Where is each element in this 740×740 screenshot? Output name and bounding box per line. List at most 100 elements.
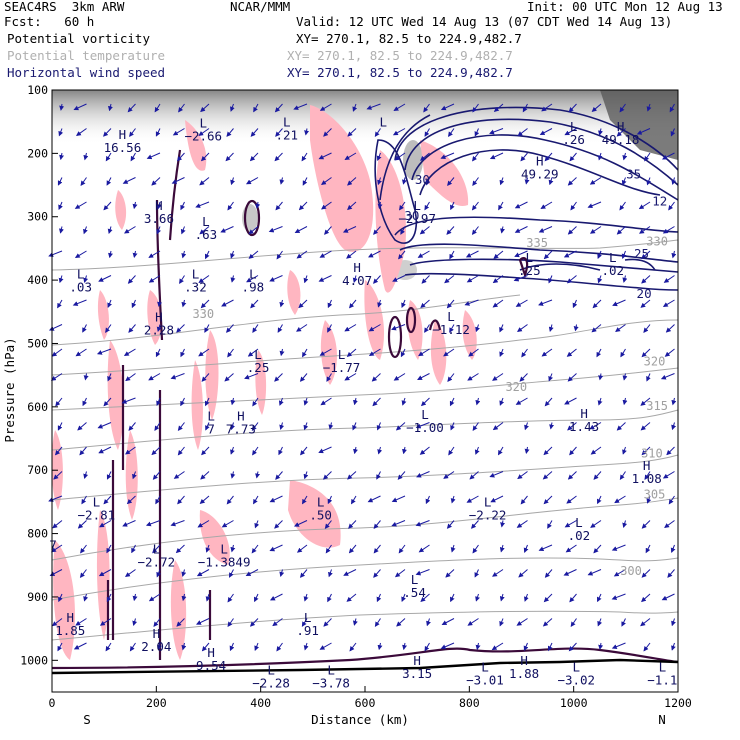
wind-vector	[569, 593, 577, 603]
wind-vector	[664, 348, 675, 357]
wind-vector	[499, 324, 504, 333]
wind-vector	[328, 569, 333, 578]
x-tick-label: 0	[49, 696, 56, 710]
wind-vector	[157, 299, 163, 308]
wind-vector	[597, 152, 603, 161]
wind-vector	[489, 128, 504, 135]
wind-vector	[302, 495, 308, 505]
wind-vector	[106, 544, 112, 554]
wind-vector	[538, 226, 553, 233]
wind-vector	[373, 275, 381, 284]
wind-vector	[671, 177, 677, 185]
wind-vector	[277, 324, 283, 333]
init-label: Init: 00 UTC Mon 12 Aug 13	[527, 0, 723, 14]
wind-vector	[155, 128, 161, 137]
wind-vector	[425, 495, 431, 505]
wind-vector	[272, 618, 283, 627]
wind-vector	[322, 471, 332, 480]
wind-vector	[230, 397, 236, 406]
theta-label: 330	[646, 234, 668, 248]
wind-vector	[73, 642, 87, 650]
wind-vector	[173, 471, 185, 479]
wind-vector	[348, 544, 357, 554]
wind-vector	[646, 103, 652, 112]
wind-vector	[296, 250, 308, 259]
wind-vector	[249, 618, 259, 627]
wind-vector	[524, 446, 530, 455]
wind-vector	[472, 152, 479, 162]
wind-vector	[57, 642, 63, 652]
wind-vector	[303, 397, 309, 406]
wind-vector	[636, 128, 651, 135]
extremum-type: H	[580, 406, 588, 421]
wind-vector	[54, 446, 63, 456]
y-tick-label: 400	[27, 273, 48, 287]
wind-vector	[276, 642, 283, 652]
extremum-type: L	[93, 495, 101, 510]
wind-vector	[622, 373, 628, 381]
wind-contour-label: 20	[637, 286, 652, 301]
theta-labels: 335 330 330 320 320 315 310 305 300	[192, 234, 668, 578]
wind-vector	[103, 495, 112, 505]
wind-vector	[516, 618, 528, 626]
wind-vector	[278, 446, 283, 456]
wind-vector	[204, 250, 210, 260]
wind-vector	[590, 446, 602, 455]
wind-vector	[621, 618, 626, 627]
wind-vector	[124, 569, 136, 578]
wind-vector	[643, 642, 651, 652]
extremum-type: L	[447, 309, 455, 324]
wind-vector	[106, 593, 112, 603]
wind-vector	[201, 446, 210, 456]
y-axis: 100 200 300 400 500 600 700 800 900 1000	[20, 83, 58, 667]
wind-vector	[440, 152, 455, 160]
wind-vector	[418, 544, 430, 553]
extremum-value: 4.07	[342, 273, 372, 288]
extremum-value: .98	[242, 280, 265, 295]
wind-vector	[156, 226, 161, 235]
wind-vector	[450, 593, 455, 603]
wind-vector	[395, 422, 406, 431]
wind-vector	[344, 324, 357, 332]
wind-contour-label: 25	[634, 246, 649, 261]
wind-vector	[181, 299, 187, 308]
wind-vector	[75, 128, 87, 137]
wind-vector	[176, 152, 185, 162]
wind-vector	[446, 299, 455, 309]
wind-vector	[641, 593, 651, 603]
theta-label: 330	[192, 307, 214, 321]
wind-vector	[470, 520, 479, 529]
wind-vector	[269, 495, 283, 503]
wind-vector	[418, 348, 430, 357]
wind-vector	[394, 569, 406, 578]
x-tick-label: 200	[146, 696, 167, 710]
wind-vector	[621, 177, 627, 186]
extremum-value: −2.22	[469, 508, 507, 523]
wind-vector	[368, 348, 381, 356]
wind-vector	[611, 544, 626, 551]
wind-vector	[661, 593, 675, 601]
y-tick-label: 800	[27, 527, 48, 541]
extremum-value: 7.73	[226, 421, 256, 436]
extremum-value: 1.88	[509, 666, 539, 681]
wind-contour-label: 35	[626, 167, 641, 182]
wind-vector	[420, 397, 430, 407]
extremum-type: L	[200, 116, 208, 131]
extremum-type: L	[220, 542, 228, 557]
wind-vector	[205, 593, 211, 602]
wind-vector	[619, 103, 626, 113]
wind-vector	[346, 593, 357, 602]
x-tick-label: 400	[250, 696, 271, 710]
wind-vector	[351, 495, 357, 505]
wind-vector	[399, 201, 406, 211]
wind-vector	[248, 226, 259, 235]
wind-vector	[148, 275, 161, 283]
wind-vector	[376, 152, 382, 161]
wind-vector	[48, 250, 63, 257]
wind-vector	[646, 177, 652, 186]
wind-vector	[523, 544, 529, 553]
wind-vector	[230, 446, 235, 455]
x-tick-label: 800	[459, 696, 480, 710]
wind-vector	[538, 299, 553, 306]
wind-vector	[668, 495, 675, 505]
